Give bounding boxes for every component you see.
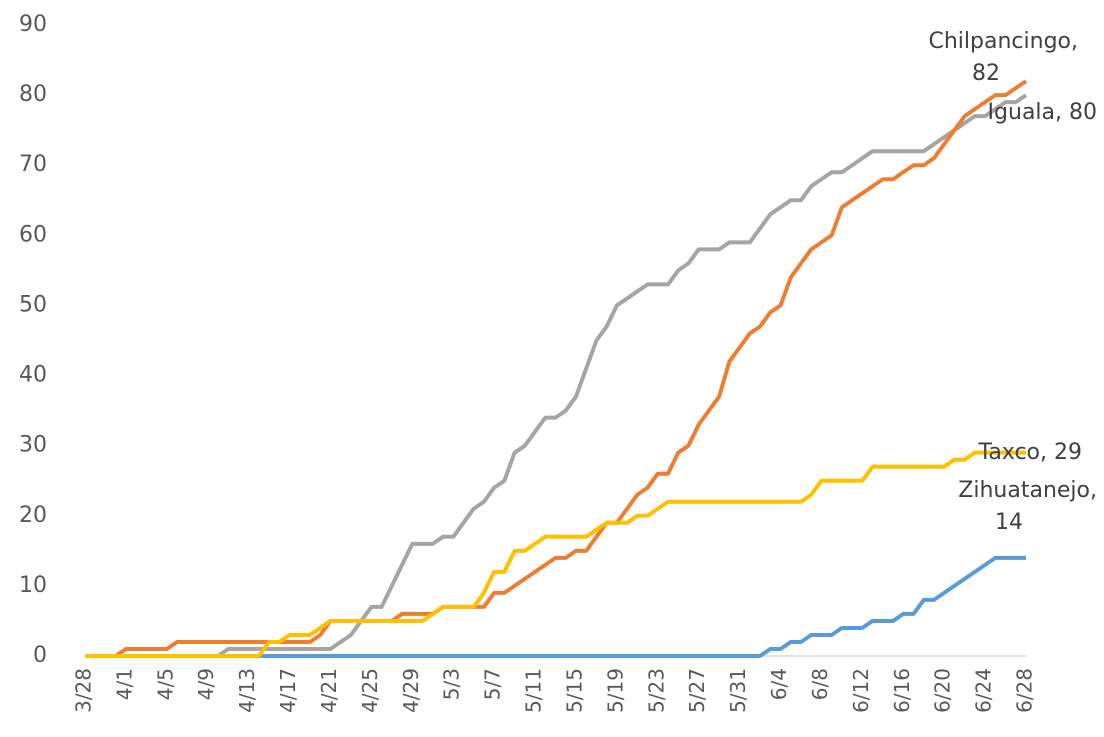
series-line	[85, 79, 1028, 658]
annotation: 14	[995, 510, 1023, 535]
x-tick-label: 6/20	[931, 668, 955, 713]
x-tick-label: 5/3	[440, 668, 464, 700]
x-tick-label: 6/4	[767, 668, 791, 700]
x-tick-label: 6/24	[972, 668, 996, 713]
annotation: Taxco, 29	[978, 440, 1082, 465]
x-tick-label: 5/11	[522, 668, 546, 713]
y-tick-label: 40	[19, 363, 47, 388]
x-tick-label: 4/25	[358, 668, 382, 713]
x-tick-label: 4/17	[276, 668, 300, 713]
x-tick-label: 4/21	[317, 668, 341, 713]
x-tick-label: 4/9	[194, 668, 218, 700]
y-tick-label: 90	[19, 12, 47, 37]
y-tick-label: 60	[19, 222, 47, 247]
series-line	[85, 450, 1026, 658]
x-tick-label: 6/16	[890, 668, 914, 713]
x-tick-label: 6/8	[808, 668, 832, 700]
series-line	[85, 93, 1028, 658]
x-tick-label: 6/28	[1013, 668, 1037, 713]
y-tick-label: 10	[19, 573, 47, 598]
annotation: 82	[972, 61, 1000, 86]
x-tick-label: 4/5	[153, 668, 177, 700]
x-tick-label: 3/28	[72, 668, 96, 713]
y-tick-label: 30	[19, 433, 47, 458]
x-tick-label: 4/13	[235, 668, 259, 713]
x-tick-label: 4/1	[112, 668, 136, 700]
x-tick-label: 5/19	[603, 668, 627, 713]
x-tick-label: 6/12	[849, 668, 873, 713]
y-tick-label: 50	[19, 292, 47, 317]
x-tick-label: 5/27	[685, 668, 709, 713]
x-tick-label: 5/31	[726, 668, 750, 713]
x-tick-label: 4/29	[399, 668, 423, 713]
annotation: Chilpancingo,	[929, 29, 1079, 54]
y-tick-label: 80	[19, 82, 47, 107]
annotation: Zihuatanejo,	[958, 478, 1097, 503]
x-tick-label: 5/15	[562, 668, 586, 713]
y-tick-label: 20	[19, 503, 47, 528]
y-tick-label: 0	[33, 643, 47, 668]
y-tick-label: 70	[19, 152, 47, 177]
x-tick-label: 5/7	[481, 668, 505, 700]
annotation: Iguala, 80	[988, 100, 1097, 125]
x-tick-label: 5/23	[644, 668, 668, 713]
